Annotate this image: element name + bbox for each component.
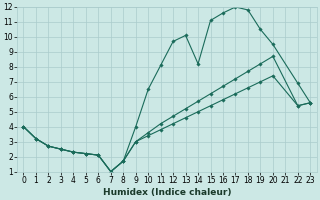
X-axis label: Humidex (Indice chaleur): Humidex (Indice chaleur) [103, 188, 231, 197]
